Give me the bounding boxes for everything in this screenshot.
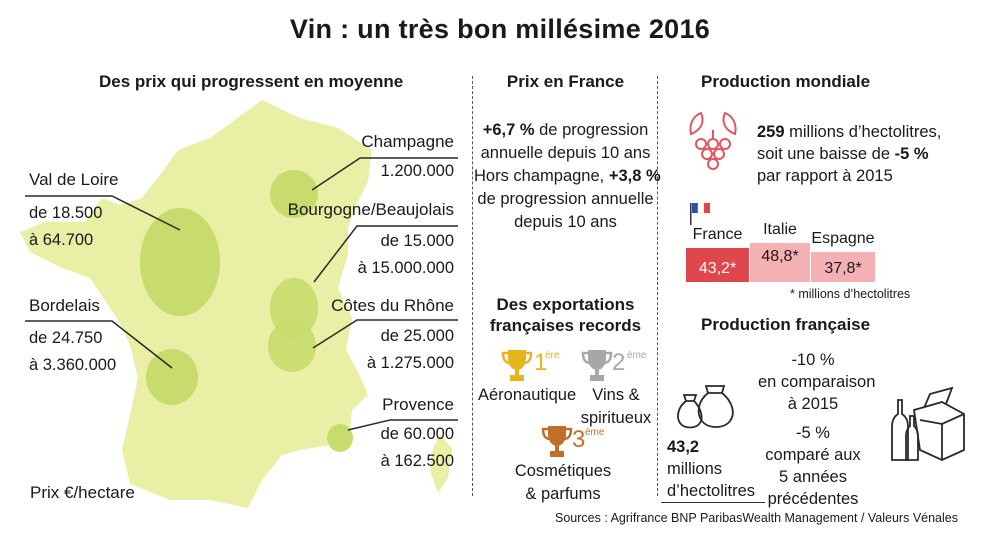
bar-france — [686, 248, 749, 282]
money-bags-icon — [677, 385, 734, 429]
leader-provence — [347, 419, 458, 431]
region-name-bordelais: Bordelais — [29, 296, 100, 315]
region-name-val-de-loire: Val de Loire — [29, 170, 119, 189]
leader-champagne — [311, 157, 458, 191]
bar-value-france: 43,2* — [698, 260, 737, 277]
sources: Sources : Agrifrance BNP ParibasWealth M… — [555, 511, 958, 525]
region-range-provence: de 60.000 à 162.500 — [380, 425, 454, 470]
france-map — [20, 100, 458, 508]
rank-3-suffix: ème — [585, 427, 605, 438]
leader-bourgogne — [313, 225, 458, 283]
grapes-icon — [689, 111, 737, 170]
rank-3-label: Cosmétiques & parfums — [514, 462, 612, 503]
french-stat-1: -10 % en comparaison à 2015 — [758, 351, 876, 413]
volume-underline — [661, 502, 765, 503]
leader-val-de-loire — [25, 195, 181, 231]
bronze-trophy-icon — [541, 426, 573, 457]
france-flag-icon — [690, 203, 710, 225]
leader-bordelais — [25, 320, 173, 369]
region-name-champagne: Champagne — [361, 132, 454, 151]
rank-1-suffix: ère — [545, 350, 560, 361]
divider-right — [657, 76, 658, 496]
rank-2-label: Vins & spiritueux — [580, 386, 652, 427]
bar-category-espagne: Espagne — [811, 230, 875, 247]
exports-heading: Des exportations françaises records — [489, 295, 642, 335]
bar-category-france: France — [692, 226, 743, 243]
rank-2-suffix: ème — [627, 350, 647, 361]
region-name-bourgogne: Bourgogne/Beaujolais — [287, 200, 454, 219]
leader-cotes-du-rhone — [312, 319, 458, 349]
bubble-cotes-du-rhone — [268, 320, 316, 372]
corsica-shape — [430, 435, 452, 493]
region-range-champagne: 1.200.000 — [380, 162, 454, 180]
region-name-cotes-du-rhone: Côtes du Rhône — [331, 296, 454, 315]
french-stat-2: -5 % comparé aux 5 années précédentes — [765, 424, 861, 508]
world-production-text: 259 millions d’hectolitres, soit une bai… — [757, 123, 942, 185]
gold-trophy-icon — [501, 350, 533, 381]
region-name-provence: Provence — [382, 395, 454, 414]
world-production-heading: Production mondiale — [701, 72, 871, 91]
prix-france-heading: Prix en France — [506, 72, 625, 91]
region-range-bordelais: de 24.750 à 3.360.000 — [29, 329, 117, 374]
bubble-val-de-loire — [140, 208, 220, 316]
region-range-bourgogne: de 15.000 à 15.000.000 — [357, 232, 454, 277]
map-section-heading: Des prix qui progressent en moyenne — [99, 72, 404, 91]
bubble-champagne — [270, 170, 318, 218]
bubble-provence — [327, 424, 353, 452]
bar-value-espagne: 37,8* — [824, 260, 862, 277]
french-production-heading: Production française — [701, 315, 871, 334]
divider-left — [472, 76, 473, 496]
rank-1-number: 1 — [534, 349, 548, 376]
bar-value-italie: 48,8* — [761, 248, 799, 265]
infographic-title: Vin : un très bon millésime 2016 — [289, 14, 711, 44]
bar-category-italie: Italie — [763, 221, 797, 238]
silver-trophy-icon — [581, 350, 613, 381]
bar-espagne — [811, 252, 875, 282]
wine-box-icon — [891, 386, 965, 461]
region-range-val-de-loire: de 18.500 à 64.700 — [29, 204, 103, 249]
rank-3-number: 3 — [572, 426, 586, 453]
region-range-cotes-du-rhone: de 25.000 à 1.275.000 — [366, 327, 454, 372]
bubble-bordelais — [146, 349, 198, 405]
rank-1-label: Aéronautique — [478, 386, 577, 404]
prix-france-text: +6,7 % de progression annuelle depuis 10… — [474, 121, 661, 231]
french-volume: 43,2 millions d’hectolitres — [667, 438, 756, 500]
bar-italie — [750, 243, 810, 282]
map-unit-label: Prix €/hectare — [30, 483, 135, 502]
chart-footnote: * millions d’hectolitres — [790, 287, 911, 301]
rank-2-number: 2 — [612, 349, 626, 376]
